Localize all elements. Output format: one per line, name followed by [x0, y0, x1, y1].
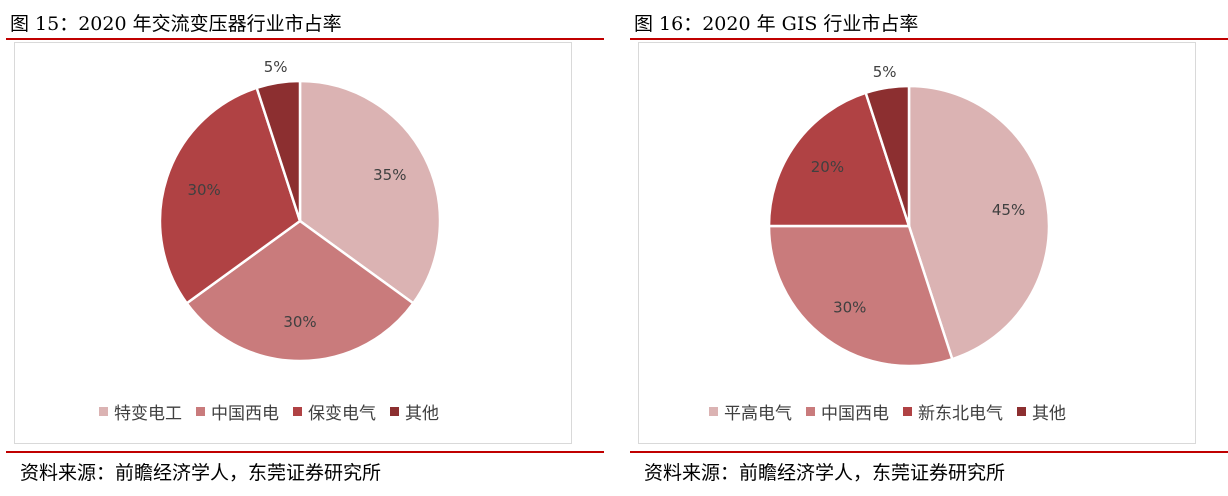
legend-item-1: 平高电气	[709, 399, 792, 424]
pie-slice-label-4: 5%	[264, 58, 288, 76]
legend-item-2: 中国西电	[806, 399, 889, 424]
pie-slice-1	[907, 84, 1051, 361]
left-source-note: 资料来源：前瞻经济学人，东莞证券研究所	[20, 462, 382, 484]
right-legend: 平高电气 中国西电 新东北电气 其他	[709, 399, 1066, 424]
legend-swatch	[196, 407, 205, 416]
right-figure-panel: 图 16：2020 年 GIS 行业市占率 45% 30% 20% 5% 平高电气 中国…	[624, 0, 1228, 496]
legend-swatch	[293, 407, 302, 416]
legend-label: 保变电气	[308, 404, 376, 424]
left-legend: 特变电工 中国西电 保变电气 其他	[99, 399, 439, 424]
pie-slice-3	[158, 86, 302, 306]
legend-item-3: 保变电气	[293, 399, 376, 424]
right-figure-title: 图 16：2020 年 GIS 行业市占率	[634, 13, 919, 35]
right-title-rule	[630, 38, 1228, 40]
legend-swatch	[806, 407, 815, 416]
left-figure-title: 图 15：2020 年交流变压器行业市占率	[10, 13, 342, 35]
pie-slice-label-3: 20%	[811, 158, 844, 176]
pie-slice-4	[255, 79, 302, 222]
legend-item-4: 其他	[390, 399, 439, 424]
left-source-rule	[6, 451, 604, 453]
pie-slice-label-2: 30%	[833, 299, 866, 317]
left-pie-chart: 35% 30% 30% 5%	[158, 58, 442, 363]
left-chart-area: 35% 30% 30% 5% 特变电工 中国西电 保变电气 其他	[14, 42, 572, 444]
legend-label: 其他	[405, 404, 439, 424]
right-chart-area: 45% 30% 20% 5% 平高电气 中国西电 新东北电气 其他	[638, 42, 1196, 444]
legend-item-2: 中国西电	[196, 399, 279, 424]
legend-swatch	[903, 407, 912, 416]
pie-slice-2	[184, 219, 416, 363]
legend-label: 其他	[1032, 404, 1066, 424]
legend-swatch	[390, 407, 399, 416]
pie-slice-label-4: 5%	[873, 63, 897, 81]
legend-item-3: 新东北电气	[903, 399, 1003, 424]
pie-slice-2	[767, 224, 954, 368]
left-figure-panel: 图 15：2020 年交流变压器行业市占率 35% 30% 30% 5% 特变电工 中国…	[0, 0, 604, 496]
legend-label: 平高电气	[724, 404, 792, 424]
legend-item-1: 特变电工	[99, 399, 182, 424]
legend-swatch	[1017, 407, 1026, 416]
legend-label: 特变电工	[114, 404, 182, 424]
right-source-note: 资料来源：前瞻经济学人，东莞证券研究所	[644, 462, 1006, 484]
pie-slice-label-3: 30%	[187, 181, 220, 199]
pie-slice-label-2: 30%	[283, 313, 316, 331]
legend-label: 新东北电气	[918, 404, 1003, 424]
legend-label: 中国西电	[211, 404, 279, 424]
legend-item-4: 其他	[1017, 399, 1066, 424]
pie-slice-3	[767, 91, 911, 228]
legend-swatch	[99, 407, 108, 416]
legend-swatch	[709, 407, 718, 416]
pie-slice-label-1: 35%	[373, 166, 406, 184]
right-pie-chart: 45% 30% 20% 5%	[767, 63, 1051, 368]
pie-slice-1	[298, 79, 442, 306]
right-source-rule	[630, 451, 1228, 453]
left-title-rule	[6, 38, 604, 40]
pie-slice-label-1: 45%	[992, 201, 1025, 219]
pie-slice-4	[864, 84, 911, 227]
legend-label: 中国西电	[821, 404, 889, 424]
